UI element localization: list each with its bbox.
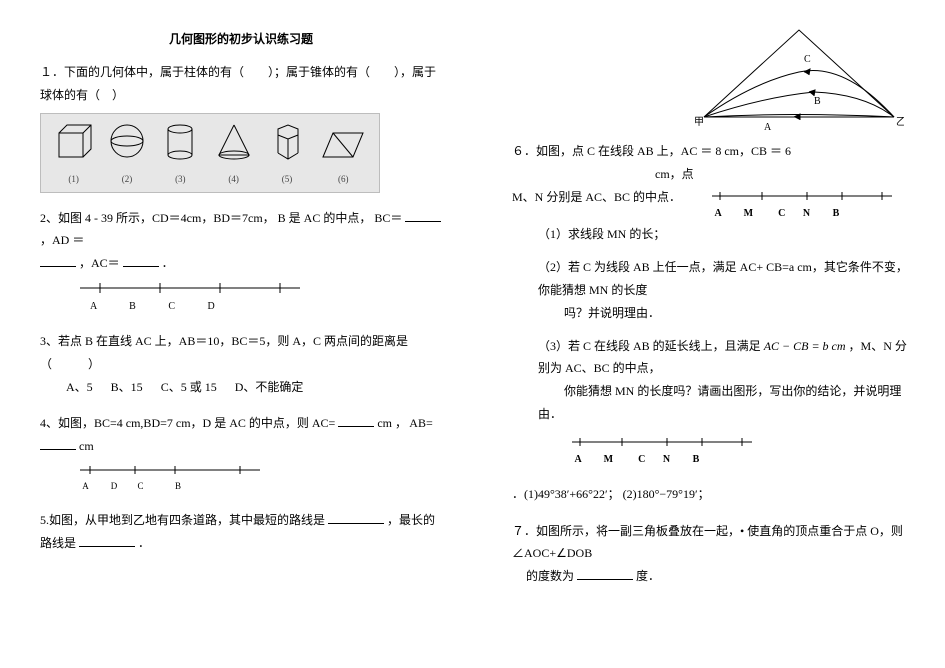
q1-stem: １．下面的几何体中，属于柱体的有（ ）；属于锥体的有（ ），属于球体的有（ ）	[40, 65, 436, 102]
solid-label-1: (1)	[53, 171, 95, 188]
question-1: １．下面的几何体中，属于柱体的有（ ）；属于锥体的有（ ），属于球体的有（ ） …	[40, 61, 442, 193]
q4-number-line: A D C B	[80, 464, 442, 495]
solid-cone: (4)	[213, 119, 255, 188]
q5-blank-1	[328, 511, 384, 524]
solid-cube: (1)	[53, 119, 95, 188]
q2-lbl-b: B	[129, 301, 136, 312]
q6b-l-n: N	[663, 454, 670, 465]
q6-number-line: A M C N B	[712, 190, 914, 223]
q7-blank	[577, 567, 633, 580]
question-5: 5.如图，从甲地到乙地有四条道路，其中最短的路线是 ，最长的路线是 ．	[40, 509, 442, 555]
q6b-l-c: C	[638, 454, 645, 465]
q6b-l-a: A	[575, 454, 582, 465]
q2-blank-2	[40, 254, 76, 267]
q2-mid: ，AD ＝	[40, 233, 84, 247]
q2-tail: ．	[162, 256, 174, 270]
question-7: ７．如图所示，将一副三角板叠放在一起，• 使直角的顶点重合于点 O，则∠AOC+…	[512, 520, 914, 588]
q4-lbl-c: C	[138, 481, 144, 491]
q2-number-line: A B C D	[80, 281, 442, 316]
q3-opt-a: A、5	[66, 380, 93, 394]
q2-post: ，AC＝	[79, 256, 120, 270]
q4-blank-2	[40, 437, 76, 450]
q7-post: 度．	[636, 569, 660, 583]
q5-pre: 5.如图，从甲地到乙地有四条道路，其中最短的路线是	[40, 513, 325, 527]
question-6: ６．如图，点 C 在线段 AB 上，AC ＝ 8 cm，CB ＝ 6 cm，点 …	[512, 140, 914, 469]
angle-calc: ．(1)49°38′+66°22′； (2)180°−79°19′；	[512, 483, 914, 506]
q6-sub1: （1）求线段 MN 的长；	[538, 223, 914, 246]
tri-lbl-c: C	[804, 54, 811, 65]
q6b-l-b: B	[693, 454, 700, 465]
question-3: 3、若点 B 在直线 AC 上，AB＝10，BC＝5，则 A，C 两点间的距离是…	[40, 330, 442, 398]
solid-label-2: (2)	[106, 171, 148, 188]
q6-l-b: B	[833, 208, 840, 219]
q6-l-a: A	[715, 208, 722, 219]
left-column: 几何图形的初步认识练习题 １．下面的几何体中，属于柱体的有（ ）；属于锥体的有（…	[0, 0, 472, 668]
solid-sphere: (2)	[106, 119, 148, 188]
tri-lbl-jia: 甲	[694, 117, 704, 128]
question-4: 4、如图，BC=4 cm,BD=7 cm，D 是 AC 的中点，则 AC= cm…	[40, 412, 442, 495]
q6-stem-c: M、N 分别是 AC、BC 的中点．	[512, 190, 681, 204]
q3-stem: 3、若点 B 在直线 AC 上，AB＝10，BC＝5，则 A，C 两点间的距离是…	[40, 330, 442, 376]
q4-mid: cm ， AB=	[377, 416, 432, 430]
q4-lbl-d: D	[111, 481, 118, 491]
q4-blank-1	[338, 414, 374, 427]
q4-pre: 4、如图，BC=4 cm,BD=7 cm，D 是 AC 的中点，则 AC=	[40, 416, 335, 430]
solids-figure: (1) (2)	[40, 113, 380, 193]
q6-l-m: M	[744, 208, 753, 219]
q4-lbl-a: A	[82, 481, 88, 491]
q6-stem-b: cm，点	[655, 167, 694, 181]
q4-lbl-b: B	[175, 481, 181, 491]
q5-post: ．	[138, 536, 150, 550]
solid-hex-prism: (5)	[266, 119, 308, 188]
solid-tri-prism: (6)	[319, 119, 367, 188]
q6-l-c: C	[778, 208, 785, 219]
q2-lbl-c: C	[168, 301, 175, 312]
q5-blank-2	[79, 534, 135, 547]
solid-cylinder: (3)	[159, 119, 201, 188]
solid-label-3: (3)	[159, 171, 201, 188]
solid-label-4: (4)	[213, 171, 255, 188]
roads-figure: 甲 乙 A B C	[694, 22, 904, 136]
q6-number-line-2: A M C N B	[572, 436, 914, 469]
tri-lbl-yi: 乙	[896, 116, 904, 128]
q3-opt-c: C、5 或 15	[161, 380, 217, 394]
tri-lbl-a: A	[764, 122, 772, 132]
tri-lbl-b: B	[814, 96, 821, 107]
q6b-l-m: M	[604, 454, 613, 465]
q6-l-n: N	[803, 208, 810, 219]
q2-blank-1	[405, 209, 441, 222]
q3-opt-b: B、15	[111, 380, 143, 394]
q4-post: cm	[79, 439, 94, 453]
question-2: 2、如图 4 - 39 所示，CD＝4cm，BD＝7cm， B 是 AC 的中点…	[40, 207, 442, 316]
solid-label-5: (5)	[266, 171, 308, 188]
q2-blank-3	[123, 254, 159, 267]
worksheet-title: 几何图形的初步认识练习题	[40, 30, 442, 47]
q2-lbl-d: D	[208, 301, 215, 312]
q6-sub2: （2）若 C 为线段 AB 上任一点，满足 AC+ CB=a cm，其它条件不变…	[538, 256, 914, 324]
q2-pre: 2、如图 4 - 39 所示，CD＝4cm，BD＝7cm， B 是 AC 的中点…	[40, 211, 402, 225]
q7-pre: ７．如图所示，将一副三角板叠放在一起，• 使直角的顶点重合于点 O，则∠AOC+…	[512, 524, 903, 561]
q6-sub3: （3）若 C 在线段 AB 的延长线上，且满足 AC − CB = b cm ，…	[538, 335, 914, 426]
solid-label-6: (6)	[319, 171, 367, 188]
q6-stem-a: ６．如图，点 C 在线段 AB 上，AC ＝ 8 cm，CB ＝ 6	[512, 144, 791, 158]
q7-mid: 的度数为	[526, 569, 574, 583]
q3-opt-d: D、不能确定	[235, 380, 304, 394]
q2-lbl-a: A	[90, 301, 97, 312]
right-column: 甲 乙 A B C ６．如图，点 C 在线段 AB 上，AC ＝ 8 cm，CB…	[472, 0, 944, 668]
